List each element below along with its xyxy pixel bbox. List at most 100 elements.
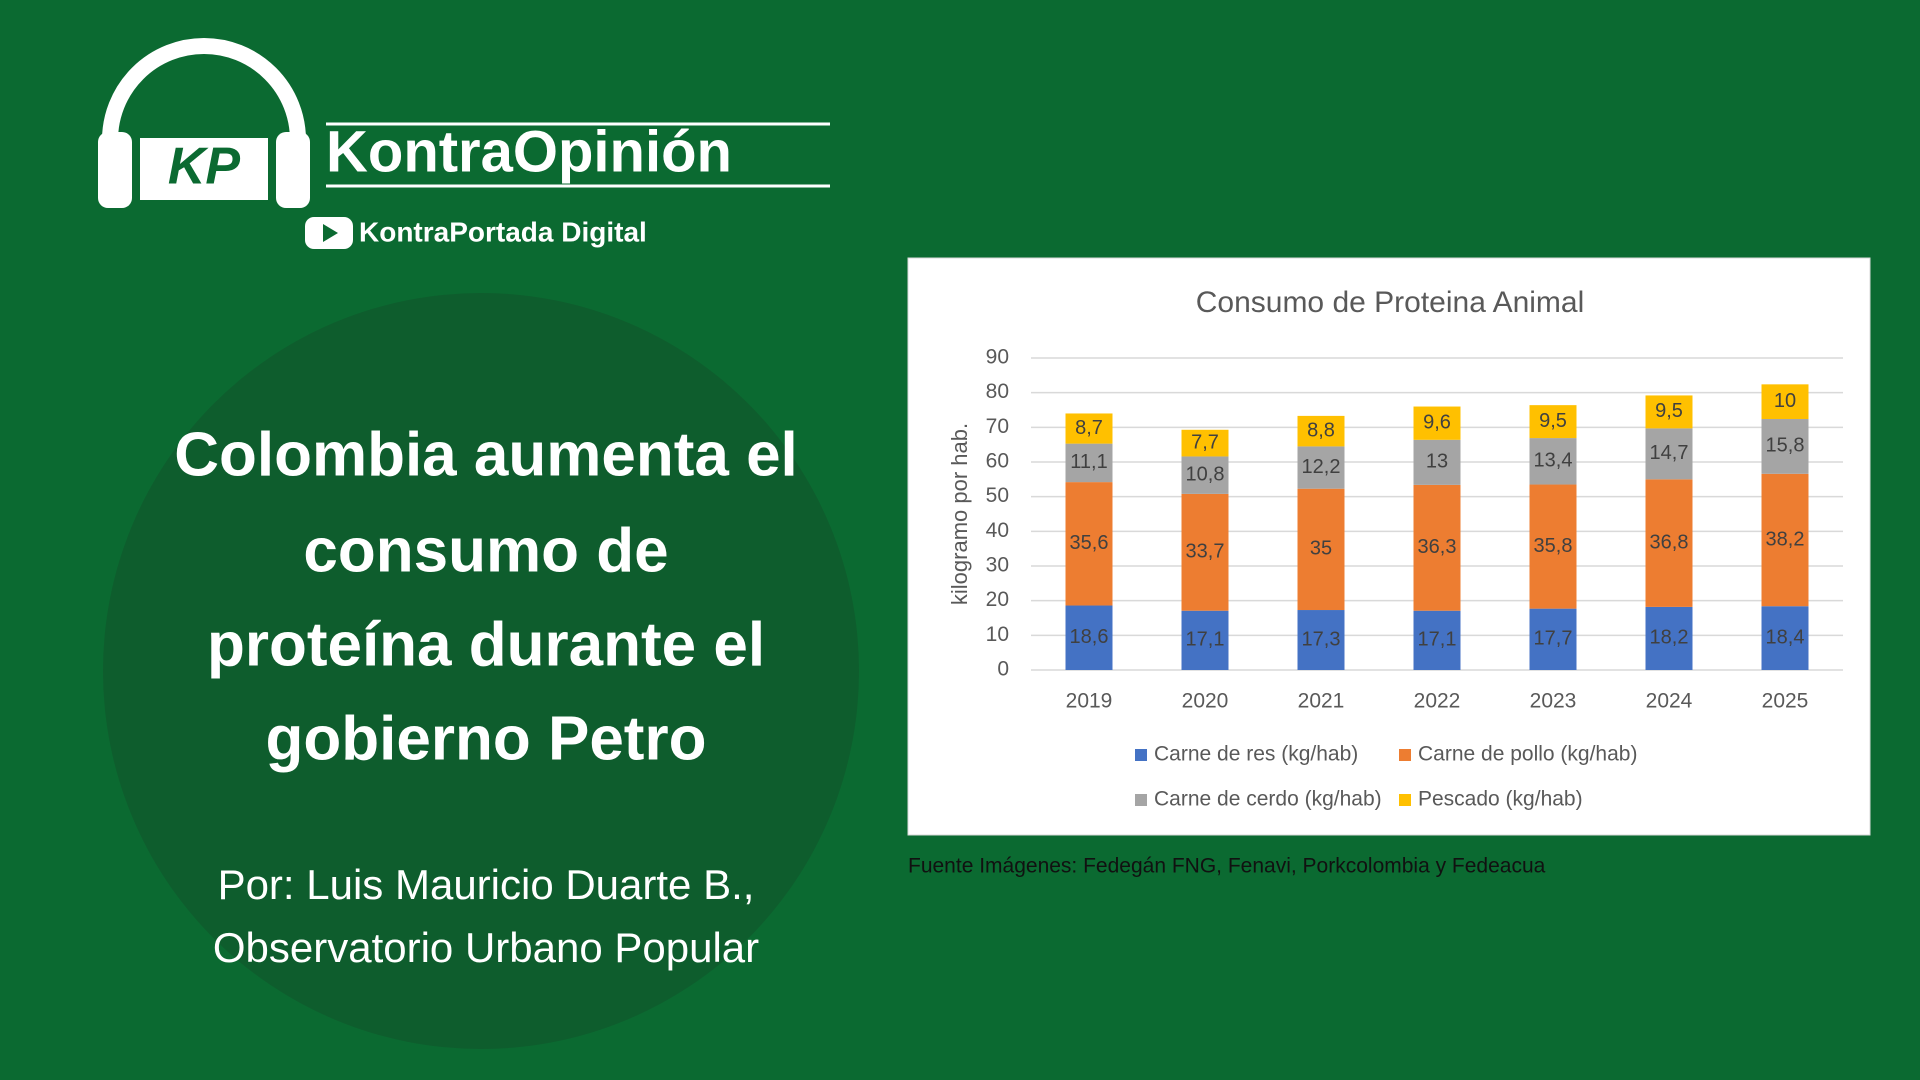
- bar-segment: [1065, 605, 1113, 670]
- y-tick-label: 10: [986, 623, 1009, 646]
- headline-line: consumo de: [303, 516, 668, 585]
- y-axis-title: kilogramo por hab.: [947, 423, 972, 605]
- data-label: 35,6: [1070, 532, 1109, 554]
- logo-text: KP: [168, 138, 241, 196]
- data-label: 11,1: [1070, 451, 1107, 473]
- data-label: 12,2: [1302, 456, 1341, 478]
- y-tick-label: 30: [986, 554, 1009, 577]
- brand: KontraOpinión: [326, 119, 732, 184]
- bar-segment: [1761, 419, 1809, 474]
- legend-swatch: [1399, 794, 1411, 806]
- bar-segment: [1529, 484, 1577, 609]
- bar-segment: [1529, 405, 1577, 439]
- youtube-play: [323, 224, 338, 242]
- bar-segment: [1645, 606, 1693, 670]
- x-tick-label: 2020: [1182, 690, 1229, 713]
- byline: Observatorio Urbano Popular: [213, 924, 759, 971]
- y-tick-label: 20: [986, 588, 1009, 611]
- bar-segment: [1181, 429, 1229, 457]
- legend-swatch: [1399, 749, 1411, 761]
- data-label: 9,5: [1539, 410, 1567, 432]
- data-label: 15,8: [1766, 435, 1805, 457]
- bar-segment: [1297, 610, 1345, 670]
- logo-box: [140, 138, 268, 200]
- ear-cup: [276, 132, 310, 208]
- legend-label: Pescado (kg/hab): [1418, 788, 1583, 811]
- data-label: 36,8: [1650, 531, 1689, 553]
- bar-segment: [1181, 456, 1229, 494]
- data-label: 13: [1426, 451, 1448, 473]
- logo: [98, 38, 310, 208]
- x-tick-label: 2019: [1066, 690, 1113, 713]
- data-label: 8,8: [1307, 419, 1335, 441]
- bar-segment: [1761, 384, 1809, 420]
- bar-segment: [1181, 493, 1229, 611]
- headline-line: gobierno Petro: [266, 704, 707, 773]
- legend-label: Carne de cerdo (kg/hab): [1154, 788, 1382, 811]
- bar-segment: [1529, 608, 1577, 670]
- data-label: 18,4: [1766, 626, 1805, 648]
- bar-segment: [1645, 428, 1693, 480]
- data-label: 35,8: [1534, 535, 1573, 557]
- chart-panel: [907, 257, 1871, 836]
- data-label: 18,2: [1650, 627, 1689, 649]
- x-tick-label: 2022: [1414, 690, 1461, 713]
- bar-segment: [1297, 446, 1345, 489]
- bar-segment: [1645, 395, 1693, 429]
- data-label: 8,7: [1075, 417, 1103, 439]
- data-label: 10,8: [1186, 463, 1225, 485]
- byline: Por: Luis Mauricio Duarte B.,: [218, 861, 755, 908]
- bar-segment: [1413, 439, 1461, 485]
- chart: Consumo de Proteina Animal kilogramo por…: [947, 286, 1843, 811]
- y-tick-label: 40: [986, 519, 1009, 542]
- y-tick-label: 60: [986, 450, 1009, 473]
- data-label: 38,2: [1766, 528, 1805, 550]
- bar-segment: [1065, 413, 1113, 444]
- bar-segment: [1065, 443, 1113, 483]
- legend-label: Carne de res (kg/hab): [1154, 743, 1358, 766]
- data-label: 17,3: [1302, 628, 1341, 650]
- data-label: 36,3: [1418, 536, 1457, 558]
- channel: KontraPortada Digital: [359, 216, 647, 247]
- x-tick-label: 2025: [1762, 690, 1809, 713]
- legend-swatch: [1135, 794, 1147, 806]
- ear-cup: [98, 132, 132, 208]
- data-label: 13,4: [1534, 450, 1573, 472]
- y-tick-label: 90: [986, 346, 1009, 369]
- bar-segment: [1065, 482, 1113, 606]
- data-label: 9,6: [1423, 411, 1451, 433]
- globe: [103, 293, 859, 1049]
- chart-title: Consumo de Proteina Animal: [1196, 286, 1585, 319]
- data-label: 17,7: [1534, 628, 1573, 650]
- data-label: 10: [1774, 390, 1796, 412]
- bar-segment: [1761, 606, 1809, 670]
- source: Fuente Imágenes: Fedegán FNG, Fenavi, Po…: [908, 855, 1546, 878]
- bar-segment: [1297, 415, 1345, 447]
- bar-segment: [1645, 479, 1693, 607]
- data-label: 33,7: [1186, 541, 1225, 563]
- bar-segment: [1181, 610, 1229, 670]
- headphone-band: [102, 38, 306, 141]
- headline-line: Colombia aumenta el: [174, 420, 798, 489]
- data-label: 17,1: [1186, 629, 1225, 651]
- data-label: 14,7: [1650, 442, 1689, 464]
- data-label: 9,5: [1655, 400, 1683, 422]
- y-tick-label: 0: [997, 658, 1009, 681]
- bar-segment: [1413, 406, 1461, 440]
- y-tick-label: 50: [986, 484, 1009, 507]
- bar-segment: [1413, 610, 1461, 670]
- data-label: 17,1: [1418, 629, 1457, 651]
- bar-segment: [1413, 484, 1461, 611]
- bar-segment: [1761, 473, 1809, 607]
- data-label: 18,6: [1070, 626, 1109, 648]
- x-tick-label: 2021: [1298, 690, 1345, 713]
- bar-segment: [1297, 488, 1345, 611]
- x-tick-label: 2023: [1530, 690, 1577, 713]
- x-tick-label: 2024: [1646, 690, 1693, 713]
- headline: Colombia aumenta el consumo de proteína …: [174, 420, 798, 773]
- y-tick-label: 70: [986, 415, 1009, 438]
- legend-label: Carne de pollo (kg/hab): [1418, 743, 1637, 766]
- data-label: 7,7: [1191, 431, 1219, 453]
